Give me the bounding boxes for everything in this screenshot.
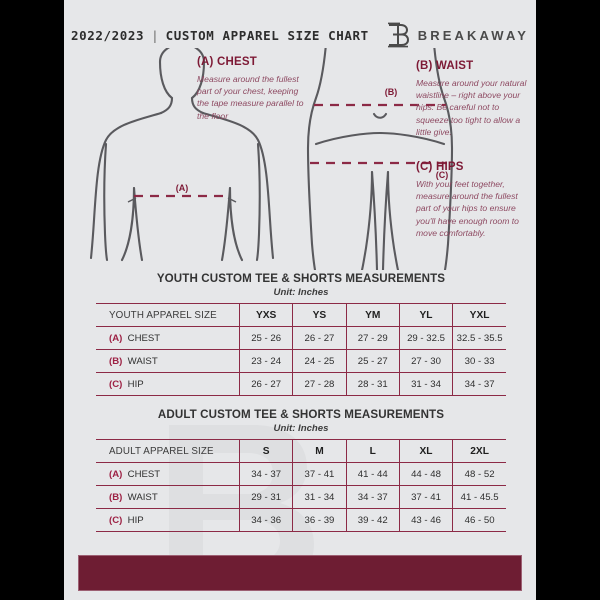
adult-waist-xl: 37 - 41 <box>398 485 454 509</box>
youth-waist-yxs: 23 - 24 <box>238 349 294 373</box>
adult-waist-m: 31 - 34 <box>292 485 347 509</box>
adult-waist-l: 34 - 37 <box>345 485 400 509</box>
youth-col-1: YS <box>292 303 347 327</box>
adult-col-2: L <box>345 439 400 463</box>
adult-header-label: ADULT APPAREL SIZE <box>96 439 240 463</box>
hip-marker-label: (C) <box>436 170 449 180</box>
waist-label: WAIST <box>127 491 158 503</box>
youth-col-3: YL <box>398 303 454 327</box>
youth-col-0: YXS <box>238 303 294 327</box>
callout-hips-title: (C) HIPS <box>416 161 464 173</box>
youth-size-table: YOUTH APPAREL SIZE YXS YS YM YL YXL (A) … <box>96 303 506 396</box>
adult-hip-2xl: 46 - 50 <box>452 508 506 532</box>
youth-header-label: YOUTH APPAREL SIZE <box>96 303 240 327</box>
waist-label: WAIST <box>127 355 158 367</box>
adult-hip-xl: 43 - 46 <box>398 508 454 532</box>
page-header: 2022/2023 | CUSTOM APPAREL SIZE CHART BR… <box>64 20 536 50</box>
youth-table-unit: Unit: Inches <box>273 287 329 298</box>
adult-row-hip-label: (C) HIP <box>96 508 240 532</box>
youth-row-chest-label: (A) CHEST <box>96 326 240 350</box>
chest-label: CHEST <box>127 468 161 480</box>
table-row: (B) WAIST 29 - 31 31 - 34 34 - 37 37 - 4… <box>96 485 506 509</box>
chest-mark: (A) <box>109 332 125 344</box>
brand-name: BREAKAWAY <box>417 27 530 43</box>
adult-size-section: ADULT CUSTOM TEE & SHORTS MEASUREMENTS U… <box>96 408 506 532</box>
adult-waist-2xl: 41 - 45.5 <box>452 485 506 509</box>
youth-size-section: YOUTH CUSTOM TEE & SHORTS MEASUREMENTS U… <box>96 272 506 396</box>
table-row: (B) WAIST 23 - 24 24 - 25 25 - 27 27 - 3… <box>96 349 506 373</box>
adult-row-waist-label: (B) WAIST <box>96 485 240 509</box>
adult-chest-s: 34 - 37 <box>238 462 294 486</box>
adult-chest-2xl: 48 - 52 <box>452 462 506 486</box>
adult-hip-s: 34 - 36 <box>238 508 294 532</box>
callout-hips: (C) HIPS With your feet together, measur… <box>416 161 532 239</box>
footer-accent-bar <box>78 555 522 591</box>
youth-row-hip-label: (C) HIP <box>96 372 240 396</box>
youth-waist-yxl: 30 - 33 <box>452 349 506 373</box>
table-row: (A) CHEST 34 - 37 37 - 41 41 - 44 44 - 4… <box>96 462 506 486</box>
youth-waist-yl: 27 - 30 <box>398 349 454 373</box>
table-row: (A) CHEST 25 - 26 26 - 27 27 - 29 29 - 3… <box>96 326 506 350</box>
callout-waist: (B) WAIST Measure around your natural wa… <box>416 60 528 138</box>
youth-row-waist-label: (B) WAIST <box>96 349 240 373</box>
callout-waist-title: (B) WAIST <box>416 60 474 72</box>
callout-hips-body: With your feet together, measure around … <box>416 179 519 238</box>
hip-mark: (C) <box>109 514 125 526</box>
youth-hip-yxs: 26 - 27 <box>238 372 294 396</box>
waist-marker-label: (B) <box>385 87 398 97</box>
youth-col-2: YM <box>345 303 400 327</box>
adult-col-4: 2XL <box>452 439 506 463</box>
table-row: (C) HIP 26 - 27 27 - 28 28 - 31 31 - 34 … <box>96 372 506 396</box>
header-separator: | <box>151 27 159 43</box>
breakaway-b-logo-icon <box>387 22 409 48</box>
adult-col-3: XL <box>398 439 454 463</box>
chest-label: CHEST <box>127 332 161 344</box>
adult-table-title: ADULT CUSTOM TEE & SHORTS MEASUREMENTS <box>157 408 445 421</box>
adult-chest-l: 41 - 44 <box>345 462 400 486</box>
hip-label: HIP <box>127 514 144 526</box>
youth-chest-yxs: 25 - 26 <box>238 326 294 350</box>
youth-waist-ys: 24 - 25 <box>292 349 347 373</box>
youth-chest-ys: 26 - 27 <box>292 326 347 350</box>
youth-table-title: YOUTH CUSTOM TEE & SHORTS MEASUREMENTS <box>156 272 446 285</box>
youth-chest-yxl: 32.5 - 35.5 <box>452 326 506 350</box>
table-header-row: YOUTH APPAREL SIZE YXS YS YM YL YXL <box>96 303 506 327</box>
adult-chest-xl: 44 - 48 <box>398 462 454 486</box>
page-title: CUSTOM APPAREL SIZE CHART <box>165 27 369 43</box>
adult-col-0: S <box>238 439 294 463</box>
waist-mark: (B) <box>109 355 125 367</box>
callout-chest-body: Measure around the fullest part of your … <box>197 74 304 121</box>
chest-mark: (A) <box>109 468 125 480</box>
header-season: 2022/2023 <box>70 27 145 43</box>
youth-hip-yxl: 34 - 37 <box>452 372 506 396</box>
youth-chest-ym: 27 - 29 <box>345 326 400 350</box>
hips-waist-figure-icon <box>306 48 454 270</box>
hip-mark: (C) <box>109 378 125 390</box>
chest-marker-label: (A) <box>176 183 189 193</box>
adult-col-1: M <box>292 439 347 463</box>
callout-chest-title: (A) CHEST <box>197 56 257 68</box>
adult-table-unit: Unit: Inches <box>273 423 329 434</box>
torso-front-figure-icon <box>89 48 275 262</box>
measurement-diagram: (A) (B) (C) (A) CHEST Measure a <box>64 48 536 270</box>
waist-mark: (B) <box>109 491 125 503</box>
hip-label: HIP <box>127 378 144 390</box>
youth-hip-ys: 27 - 28 <box>292 372 347 396</box>
adult-hip-l: 39 - 42 <box>345 508 400 532</box>
table-header-row: ADULT APPAREL SIZE S M L XL 2XL <box>96 439 506 463</box>
adult-row-chest-label: (A) CHEST <box>96 462 240 486</box>
table-row: (C) HIP 34 - 36 36 - 39 39 - 42 43 - 46 … <box>96 508 506 532</box>
callout-chest: (A) CHEST Measure around the fullest par… <box>197 56 309 122</box>
adult-chest-m: 37 - 41 <box>292 462 347 486</box>
size-chart-page: 2022/2023 | CUSTOM APPAREL SIZE CHART BR… <box>64 0 536 600</box>
youth-hip-yl: 31 - 34 <box>398 372 454 396</box>
youth-chest-yl: 29 - 32.5 <box>398 326 454 350</box>
youth-hip-ym: 28 - 31 <box>345 372 400 396</box>
adult-size-table: ADULT APPAREL SIZE S M L XL 2XL (A) CHES… <box>96 439 506 532</box>
youth-waist-ym: 25 - 27 <box>345 349 400 373</box>
callout-waist-body: Measure around your natural waistline – … <box>416 78 527 137</box>
youth-col-4: YXL <box>452 303 506 327</box>
adult-waist-s: 29 - 31 <box>238 485 294 509</box>
adult-hip-m: 36 - 39 <box>292 508 347 532</box>
